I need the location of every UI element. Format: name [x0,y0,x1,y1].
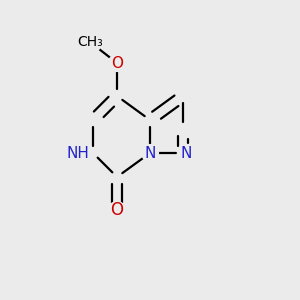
Text: CH₃: CH₃ [77,35,103,49]
Circle shape [109,55,125,71]
Circle shape [178,145,194,161]
Text: O: O [110,201,124,219]
Text: O: O [111,56,123,70]
Text: N: N [144,146,156,160]
Text: N: N [180,146,192,160]
Circle shape [67,142,89,164]
Circle shape [79,31,101,53]
Text: NH: NH [67,146,89,160]
Circle shape [142,145,158,161]
Circle shape [109,202,125,218]
